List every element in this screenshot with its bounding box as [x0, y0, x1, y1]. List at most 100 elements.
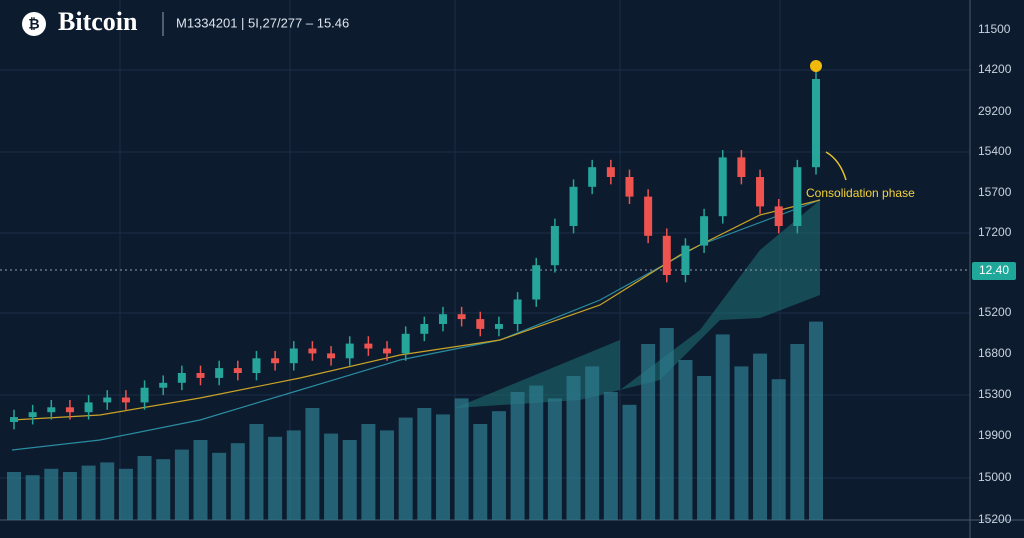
- chart-title: Bitcoin: [58, 7, 138, 36]
- y-tick-label: 15200: [978, 305, 1012, 319]
- volume-bar: [603, 392, 618, 520]
- candle-body: [383, 348, 392, 354]
- candle-body: [252, 358, 261, 373]
- y-tick-label: 15400: [978, 144, 1012, 158]
- volume-bar: [81, 465, 96, 520]
- candle-body: [438, 314, 447, 324]
- candle-body: [345, 343, 354, 359]
- volume-bar: [7, 472, 21, 520]
- candle-body: [700, 216, 709, 246]
- volume-bar: [156, 459, 171, 520]
- candle-body: [513, 299, 522, 324]
- candle-body: [84, 402, 93, 413]
- volume-bar: [566, 376, 581, 520]
- volume-bar: [809, 321, 823, 520]
- volume-bar: [193, 440, 208, 520]
- candle-body: [28, 412, 37, 418]
- volume-bar: [361, 424, 376, 520]
- candle-body: [289, 348, 298, 364]
- volume-bar: [137, 456, 152, 520]
- candle-body: [606, 167, 615, 177]
- candle-body: [364, 343, 373, 349]
- bitcoin-icon: [22, 12, 46, 36]
- candle-body: [550, 226, 559, 266]
- area-band: [455, 200, 820, 408]
- volume-bar: [268, 436, 283, 520]
- candle-body: [159, 382, 168, 388]
- y-tick-label: 14200: [978, 62, 1012, 76]
- annotation-arrow: [825, 151, 847, 181]
- volume-bar: [230, 443, 245, 520]
- candle-body: [103, 397, 112, 403]
- y-tick-label: 15200: [978, 512, 1012, 526]
- candle-body: [140, 387, 149, 403]
- candle-body: [271, 358, 280, 364]
- candle-body: [756, 177, 765, 207]
- candle-body: [233, 368, 242, 373]
- price-tag: 12.40: [979, 263, 1009, 277]
- candle-body: [177, 373, 186, 383]
- volume-bar: [622, 404, 637, 520]
- candle-body: [681, 245, 690, 275]
- peak-marker: [810, 60, 822, 72]
- volume-bar: [659, 328, 674, 520]
- annotation: Consolidation phase: [806, 186, 915, 200]
- volume-bar: [324, 433, 339, 520]
- candle-body: [588, 167, 597, 187]
- volume-bar: [118, 468, 133, 520]
- candle-body: [308, 348, 317, 354]
- candle-body: [569, 186, 578, 226]
- candle-body: [457, 314, 466, 320]
- volume-bar: [435, 414, 450, 520]
- candle-body: [812, 79, 820, 168]
- y-tick-label: 15300: [978, 387, 1012, 401]
- volume-bar: [734, 366, 749, 520]
- volume-bar: [585, 366, 600, 520]
- candle-body: [10, 417, 18, 422]
- volume-bar: [305, 408, 320, 520]
- candle-body: [625, 177, 634, 197]
- candle-body: [215, 368, 224, 378]
- volume-bar: [491, 411, 506, 520]
- y-tick-label: 11500: [978, 22, 1011, 36]
- volume-bar: [398, 417, 413, 520]
- candle-body: [65, 407, 74, 413]
- candle-body: [420, 324, 429, 334]
- candle-body: [47, 407, 56, 413]
- candle-body: [476, 319, 485, 329]
- volume-bar: [454, 398, 469, 520]
- volume-bar: [62, 472, 77, 520]
- moving-average: [11, 199, 821, 421]
- volume-bar: [342, 440, 357, 520]
- candle-body: [774, 206, 783, 226]
- volume-bar: [249, 424, 264, 520]
- volume-bar: [715, 334, 730, 520]
- candle-body: [718, 157, 727, 217]
- bitcoin-icon-symbol: ₿: [28, 16, 39, 32]
- price-tag-box: [972, 262, 1016, 280]
- volume-bar: [641, 344, 656, 520]
- volume-bar: [697, 376, 712, 520]
- candle-body: [327, 353, 336, 359]
- volume-bar: [529, 385, 544, 520]
- volume-bar: [473, 424, 488, 520]
- y-tick-label: 19900: [978, 428, 1012, 442]
- y-tick-label: 16800: [978, 346, 1012, 360]
- chart-subtitle: M1334201 | 5I,27/277 – 15.46: [176, 15, 349, 30]
- volume-bar: [547, 398, 562, 520]
- volume-bar: [174, 449, 189, 520]
- y-tick-label: 15700: [978, 185, 1012, 199]
- volume-bar: [510, 392, 525, 520]
- candle-body: [401, 333, 410, 354]
- volume-bar: [25, 475, 40, 520]
- volume-bar: [100, 462, 115, 520]
- volume-bar: [44, 468, 59, 520]
- volume-bar: [790, 344, 805, 520]
- volume-bar: [212, 452, 227, 520]
- volume-bar: [380, 430, 395, 520]
- y-tick-label: 29200: [978, 104, 1012, 118]
- candle-body: [662, 235, 671, 275]
- candle-body: [793, 167, 802, 226]
- volume-bar: [771, 379, 786, 520]
